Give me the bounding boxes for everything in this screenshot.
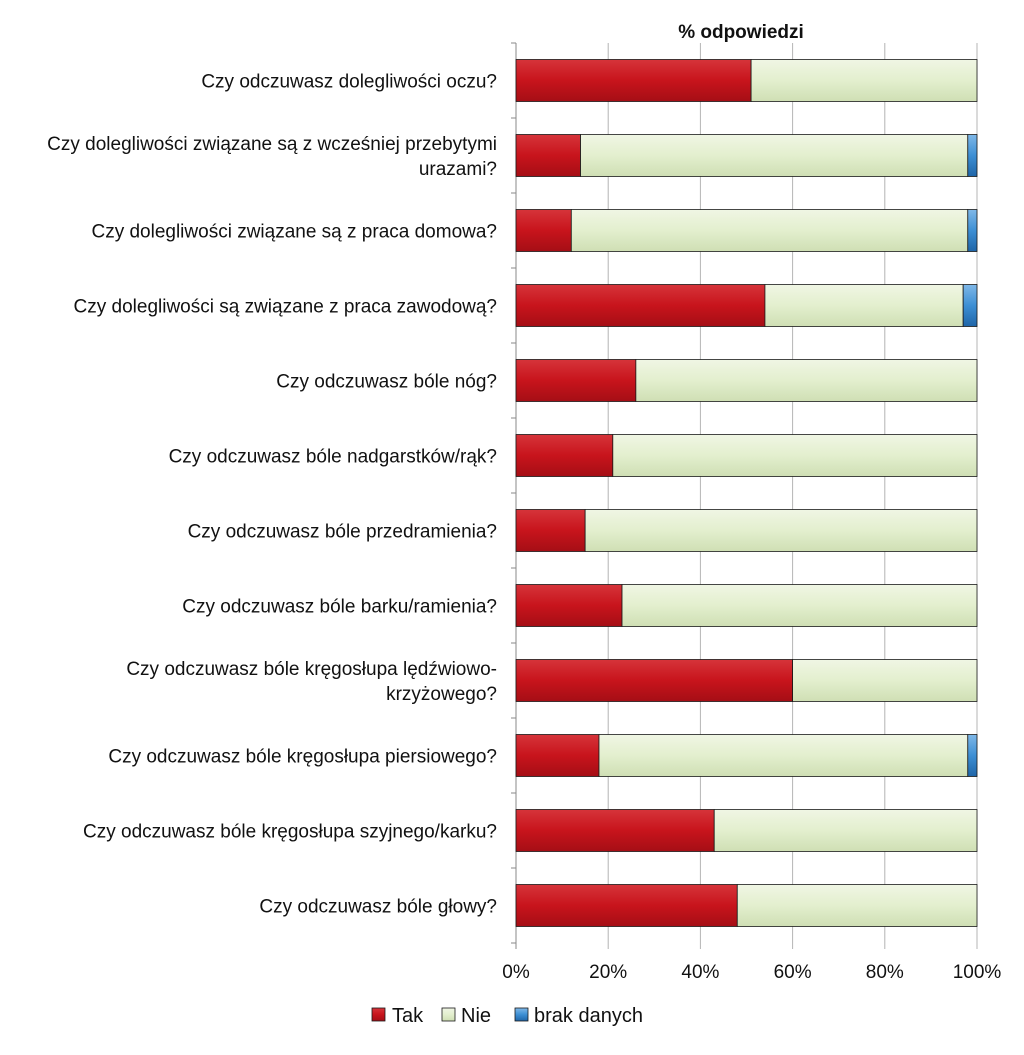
x-tick-label: 20% <box>589 962 627 983</box>
legend-swatch <box>514 1007 529 1022</box>
category-label: Czy odczuwasz bóle nadgarstków/rąk? <box>169 447 497 468</box>
category-label: Czy odczuwasz bóle kręgosłupa szyjnego/k… <box>83 822 497 843</box>
x-tick-label: 80% <box>866 962 904 983</box>
x-tick-label: 60% <box>774 962 812 983</box>
bar-nie <box>713 809 978 852</box>
bars <box>515 59 978 927</box>
bar-tak <box>515 809 715 852</box>
category-labels: Czy odczuwasz dolegliwości oczu? Czy dole… <box>47 72 497 918</box>
chart-title: % odpowiedzi <box>678 22 804 43</box>
legend-swatch <box>371 1007 386 1022</box>
bar-nie <box>792 659 978 702</box>
category-label: Czy odczuwasz bóle głowy? <box>259 897 497 918</box>
x-axis-ticks: 0% 20% 40% 60% 80% 100% <box>502 962 1001 983</box>
bar-nie <box>764 284 964 327</box>
bar-tak <box>515 884 738 927</box>
legend-label: Nie <box>461 1005 491 1027</box>
x-tick-label: 100% <box>953 962 1002 983</box>
bar-brak-danych <box>967 209 978 252</box>
bar-nie <box>598 734 969 777</box>
bar-tak <box>515 509 586 552</box>
bar-brak-danych <box>967 134 978 177</box>
legend-swatch <box>441 1007 456 1022</box>
legend-label: brak danych <box>534 1005 643 1027</box>
bar-tak <box>515 59 752 102</box>
category-label: Czy odczuwasz bóle kręgosłupa lędźwiowo-… <box>126 659 497 705</box>
category-label: Czy dolegliwości związane są z wcześniej… <box>47 134 497 180</box>
bar-tak <box>515 359 637 402</box>
category-label: Czy dolegliwości związane są z praca dom… <box>91 222 497 243</box>
x-tick-label: 0% <box>502 962 530 983</box>
bar-nie <box>635 359 978 402</box>
legend-label: Tak <box>392 1005 424 1027</box>
bar-nie <box>621 584 978 627</box>
bar-nie <box>584 509 978 552</box>
bar-tak <box>515 134 581 177</box>
bar-tak <box>515 584 623 627</box>
bar-brak-danych <box>962 284 978 327</box>
bar-nie <box>736 884 978 927</box>
category-label: Czy odczuwasz bóle przedramienia? <box>188 522 497 543</box>
bar-brak-danych <box>967 734 978 777</box>
bar-tak <box>515 434 614 477</box>
bar-tak <box>515 284 766 327</box>
category-label: Czy dolegliwości są związane z praca zaw… <box>74 297 497 318</box>
category-label: Czy odczuwasz bóle nóg? <box>276 372 497 393</box>
bar-nie <box>612 434 978 477</box>
gridlines <box>511 42 978 949</box>
legend: Tak Nie brak danych <box>371 1005 643 1027</box>
category-label: Czy odczuwasz bóle barku/ramienia? <box>182 597 497 618</box>
bar-tak <box>515 659 794 702</box>
category-label: Czy odczuwasz dolegliwości oczu? <box>201 72 497 93</box>
bar-nie <box>750 59 978 102</box>
bar-tak <box>515 209 572 252</box>
category-label: Czy odczuwasz bóle kręgosłupa piersioweg… <box>108 747 497 768</box>
bar-tak <box>515 734 600 777</box>
bar-nie <box>570 209 969 252</box>
bar-nie <box>580 134 969 177</box>
x-tick-label: 40% <box>681 962 719 983</box>
